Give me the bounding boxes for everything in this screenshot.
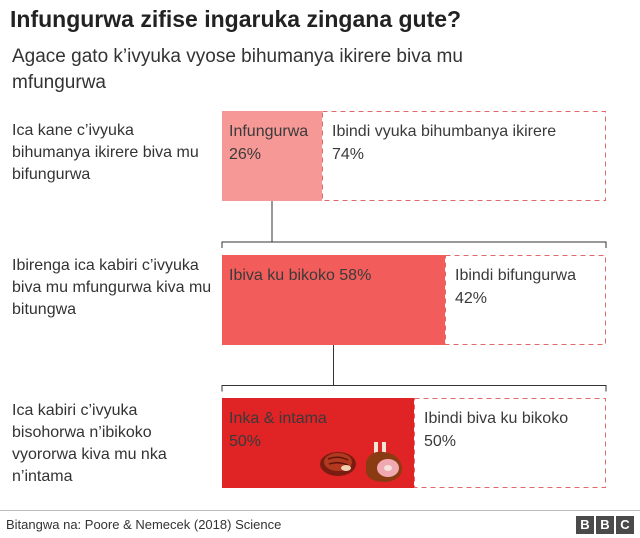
bar-remainder-1: [322, 111, 606, 201]
segment-value-3a: 50%: [229, 433, 262, 450]
chart-title: Infungurwa zifise ingaruka zingana gute?: [10, 6, 462, 32]
bar-remainder-2: [445, 255, 606, 345]
footer-divider: [0, 510, 640, 511]
row-label-1: Ica kane c’ivyuka bihumanya ikirere biva…: [12, 122, 199, 183]
row-label-2: Ibirenga ica kabiri c’ivyuka biva mu mfu…: [12, 257, 212, 318]
bbc-logo-letter-2: B: [596, 516, 614, 534]
connector-1: [221, 201, 607, 248]
segment-name-1b: Ibindi vyuka bihumbanya ikirere: [332, 123, 557, 140]
bbc-logo-letter-1: B: [576, 516, 594, 534]
segment-name-1a: Infungurwa: [229, 123, 309, 140]
connector-2: [221, 345, 607, 392]
ham-icon: [366, 442, 402, 482]
bar-remainder-3: [414, 398, 606, 488]
chart-area: [221, 111, 607, 488]
segment-value-1b: 74%: [332, 146, 365, 163]
bbc-logo-letter-3: C: [616, 516, 634, 534]
bar-segment-1: [222, 111, 322, 201]
bbc-logo: B B C: [576, 516, 634, 534]
bar-segment-2: [222, 255, 445, 345]
segment-name-3b: Ibindi biva ku bikoko: [424, 410, 569, 427]
source-note: Bitangwa na: Poore & Nemecek (2018) Scie…: [6, 517, 282, 532]
segment-value-1a: 26%: [229, 146, 262, 163]
row-label-3: Ica kabiri c’ivyuka bisohorwa n’ibikoko …: [12, 402, 167, 485]
steak-icon: [320, 452, 356, 476]
segment-name-2a: Ibiva ku bikoko 58%: [229, 267, 372, 284]
segment-name-3a: Inka & intama: [229, 410, 327, 427]
segment-name-2b: Ibindi bifungurwa: [455, 267, 576, 284]
chart-subtitle: Agace gato k’ivyuka vyose bihumanya ikir…: [12, 46, 463, 93]
segment-value-2b: 42%: [455, 290, 488, 307]
segment-value-3b: 50%: [424, 433, 457, 450]
